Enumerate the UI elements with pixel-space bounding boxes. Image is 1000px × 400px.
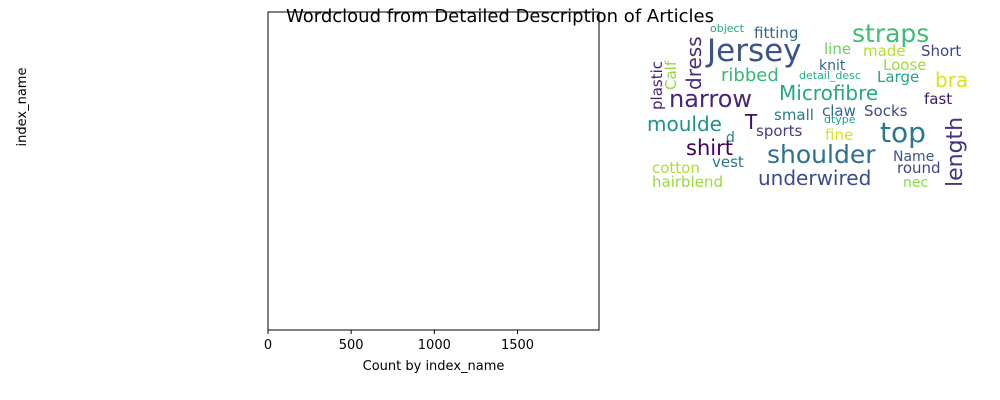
x-axis-ticks: 0 500 1000 1500 (264, 330, 534, 353)
x-axis-label: Count by index_name (363, 359, 505, 374)
x-tick-label: 1500 (501, 338, 534, 353)
wordcloud-word: fitting (754, 24, 798, 42)
wordcloud-word: sports (756, 122, 803, 140)
wordcloud-word: bra (935, 68, 968, 92)
x-tick-label: 500 (339, 338, 364, 353)
wordcloud-word: Loose (883, 56, 927, 74)
wordcloud-word: round (897, 159, 941, 177)
wordcloud-word: T (744, 110, 758, 134)
wordcloud-word: length (943, 117, 968, 187)
chart-title: Wordcloud from Detailed Description of A… (286, 6, 714, 27)
wordcloud-word: shirt (686, 136, 733, 160)
wordcloud-word: shoulder (767, 140, 876, 169)
wordcloud-word: cotton (652, 159, 700, 177)
wordcloud-word: fast (924, 90, 952, 108)
wordcloud-word: made (863, 42, 906, 60)
x-tick-label: 1000 (418, 338, 451, 353)
wordcloud-word: line (824, 40, 851, 58)
wordcloud-word: Short (921, 42, 961, 60)
x-tick-label: 0 (264, 338, 272, 353)
wordcloud-word: detail_desc (799, 69, 861, 82)
wordcloud-word: narrow (669, 85, 752, 113)
bar-chart: 0 500 1000 1500 Count by index_name index_n… (15, 11, 600, 374)
wordcloud-word: small (774, 106, 814, 124)
wordcloud-word: fine (825, 126, 853, 144)
y-axis-label: index_name (15, 68, 30, 147)
wordcloud-word: Calf (662, 60, 680, 90)
wordcloud-word: Name (893, 149, 934, 165)
wordcloud-word: plastic (648, 61, 666, 110)
wordcloud-word: dtype (824, 113, 856, 126)
wordcloud-word: Socks (864, 102, 908, 120)
wordcloud-word: ribbed (721, 65, 779, 86)
wordcloud-word: knit (819, 58, 846, 74)
wordcloud-word: hairblend (652, 173, 723, 191)
plot-frame (267, 11, 600, 331)
wordcloud-word: claw (822, 102, 856, 120)
wordcloud-word: moulde (647, 112, 722, 136)
wordcloud-word: Jersey (705, 33, 802, 69)
wordcloud-word: d (726, 130, 735, 146)
wordcloud-word: top (880, 116, 926, 149)
wordcloud-word: Large (877, 68, 919, 86)
wordcloud-word: dress (682, 36, 706, 90)
wordcloud-word: straps (852, 19, 929, 48)
wordcloud-word: Microfibre (779, 81, 878, 105)
wordcloud-word: vest (712, 153, 744, 171)
wordcloud-word: nec (903, 175, 928, 191)
wordcloud-word: underwired (758, 166, 871, 190)
wordcloud-word: object (710, 22, 745, 35)
